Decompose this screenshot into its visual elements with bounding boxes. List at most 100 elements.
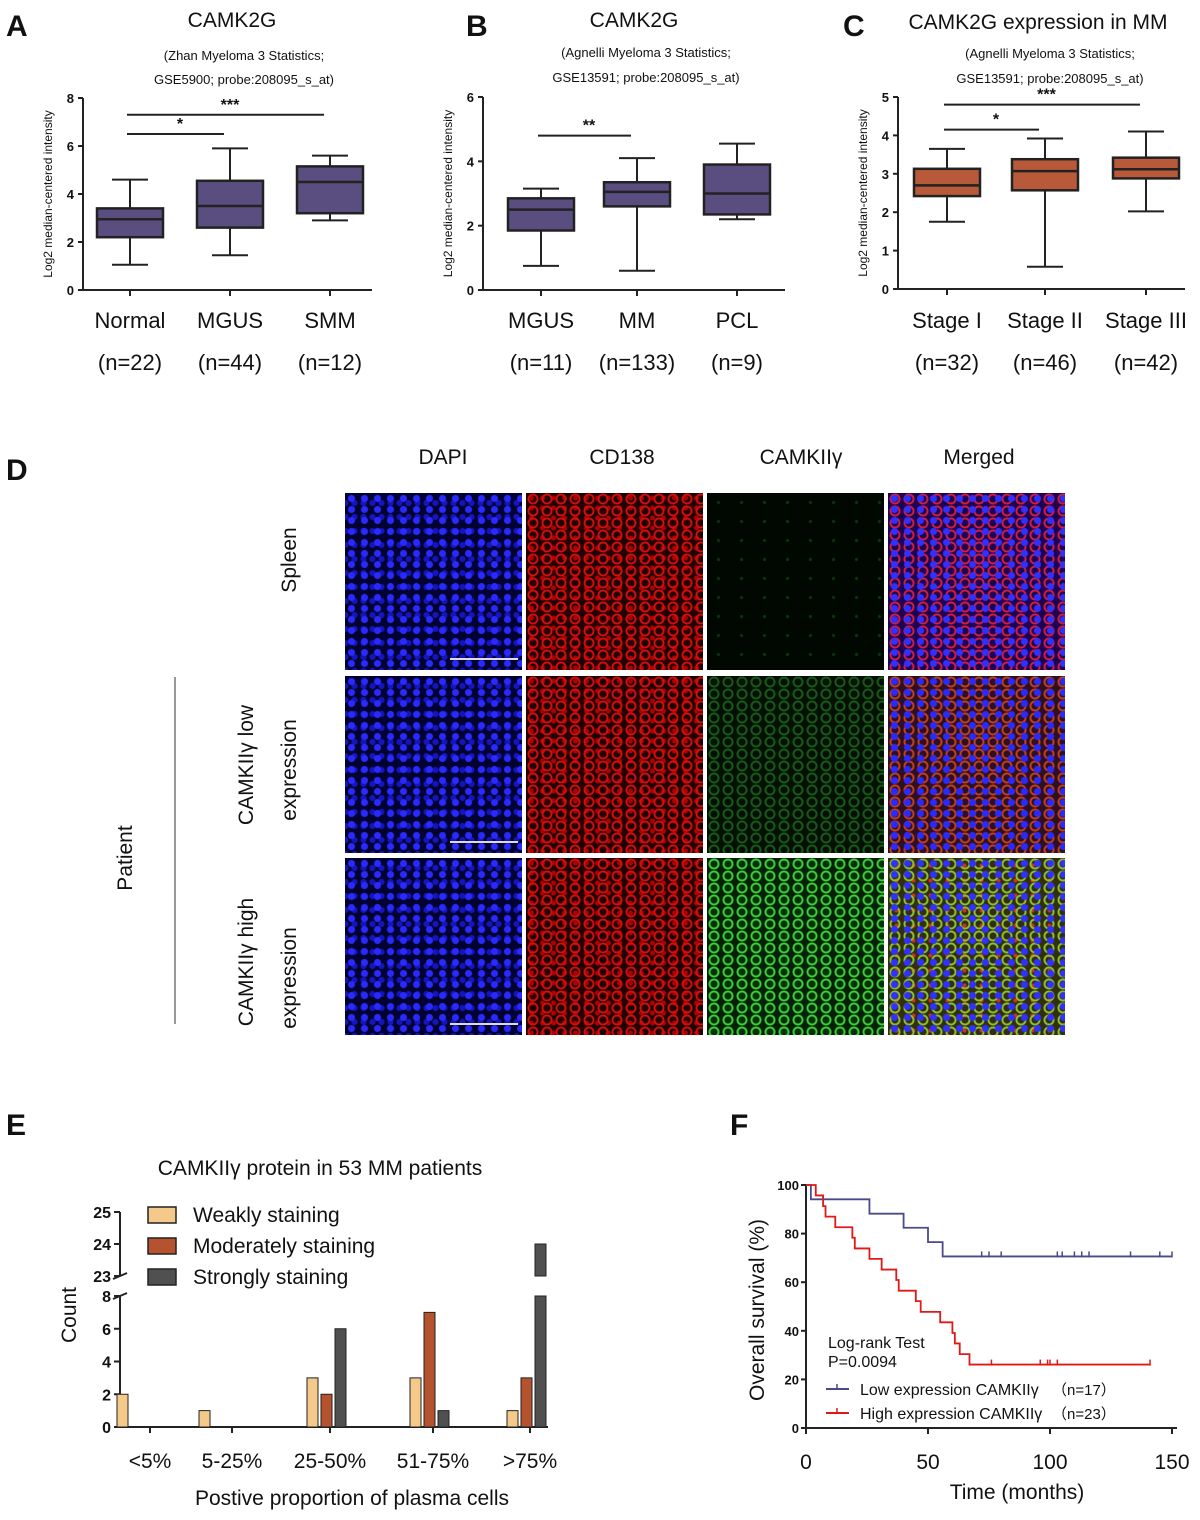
bar-0-0	[116, 1393, 129, 1428]
logrank-annotation: Log-rank Test	[828, 1335, 925, 1352]
logrank-annotation: P=0.0094	[828, 1354, 897, 1371]
legend-swatch	[147, 1268, 177, 1286]
bar-2-4-upper	[534, 1243, 547, 1277]
n-label: (n=32)	[915, 350, 979, 375]
y-tick-label: 25	[93, 1205, 111, 1222]
category-label: MGUS	[508, 308, 574, 333]
chart-title: CAMK2G expression in MM	[908, 11, 1167, 34]
y-tick-label: 0	[102, 1420, 111, 1437]
chart-title: CAMKIIγ protein in 53 MM patients	[158, 1157, 482, 1180]
significance-label: ***	[221, 97, 240, 114]
legend-n: （n=23）	[1052, 1406, 1116, 1423]
legend-swatch	[147, 1237, 177, 1255]
y-tick-label: 5	[882, 90, 889, 105]
n-label: (n=133)	[599, 350, 675, 375]
category-label: Stage I	[912, 308, 982, 333]
row-label-spleen: Spleen	[278, 527, 301, 592]
column-header-camkii: CAMKIIγ	[760, 446, 843, 469]
legend-label: Strongly staining	[193, 1266, 348, 1289]
survival-curve-low	[806, 1184, 1172, 1258]
micrograph-low-camkii	[707, 676, 884, 853]
category-label: Stage II	[1007, 308, 1083, 333]
category-label: PCL	[716, 308, 759, 333]
significance-label: *	[993, 112, 1000, 129]
micrograph-spleen-dapi	[345, 493, 522, 670]
y-tick-label: 4	[67, 187, 75, 202]
significance-label: ***	[1037, 87, 1056, 104]
chart-subtitle: GSE13591; probe:208095_s_at)	[552, 70, 739, 85]
bar-1-2	[320, 1393, 333, 1428]
x-axis-label: Time (months)	[950, 1481, 1085, 1504]
chart-subtitle: GSE13591; probe:208095_s_at)	[956, 71, 1143, 86]
panel-letter-c: C	[843, 10, 865, 43]
x-tick-label: 25-50%	[294, 1450, 366, 1473]
chart-subtitle: GSE5900; probe:208095_s_at)	[154, 72, 334, 87]
y-tick-label: 23	[93, 1269, 111, 1286]
y-axis-label: Log2 median-centered intensity	[41, 110, 55, 277]
legend-label: High expression CAMKIIγ	[860, 1406, 1042, 1423]
box-smm	[295, 165, 365, 215]
group-label-patient: Patient	[114, 825, 137, 891]
panel-letter-e: E	[6, 1109, 26, 1142]
chart-subtitle: (Agnelli Myeloma 3 Statistics;	[561, 45, 731, 60]
bar-0-1	[198, 1410, 211, 1428]
bar-0-3	[409, 1377, 422, 1428]
micrograph-high-cd138	[526, 858, 703, 1035]
box-mm	[602, 180, 672, 208]
y-tick-label: 100	[777, 1178, 799, 1193]
y-tick-label: 2	[882, 205, 889, 220]
chart-title: CAMK2G	[590, 9, 679, 32]
x-tick-label: 5-25%	[202, 1450, 263, 1473]
survival-curve-high	[806, 1184, 1151, 1366]
y-tick-label: 6	[467, 90, 474, 105]
row-label-high-1: CAMKIIγ high	[235, 898, 258, 1026]
y-axis-label: Log2 median-centered intensity	[856, 109, 870, 276]
y-axis-label: Count	[58, 1287, 81, 1343]
x-tick-label: >75%	[503, 1450, 557, 1473]
box-stage-ii	[1010, 157, 1080, 192]
panel-letter-f: F	[730, 1109, 748, 1142]
y-tick-label: 4	[467, 154, 475, 169]
panel-letter-a: A	[6, 10, 28, 43]
panel-letter-d: D	[6, 454, 28, 487]
n-label: (n=42)	[1114, 350, 1178, 375]
n-label: (n=12)	[298, 350, 362, 375]
box-mgus	[195, 179, 265, 229]
box-pcl	[702, 163, 772, 216]
column-header-cd138: CD138	[589, 446, 654, 469]
scale-bar	[450, 841, 518, 843]
chart-title: CAMK2G	[188, 9, 277, 32]
micrograph-spleen-camkii	[707, 493, 884, 670]
micrograph-high-camkii	[707, 858, 884, 1035]
x-tick-label: 150	[1154, 1451, 1189, 1474]
legend-n: （n=17）	[1052, 1382, 1116, 1399]
micrograph-spleen-cd138	[526, 493, 703, 670]
x-tick-label: 100	[1032, 1451, 1067, 1474]
significance-label: *	[177, 116, 184, 133]
scale-bar	[450, 1023, 518, 1025]
scale-bar	[450, 658, 518, 660]
row-label-high-2: expression	[278, 927, 301, 1029]
bar-1-4	[520, 1377, 533, 1428]
y-tick-label: 2	[67, 235, 74, 250]
category-label: MGUS	[197, 308, 263, 333]
y-tick-label: 40	[785, 1324, 799, 1339]
bar-2-3	[437, 1410, 450, 1428]
x-axis-label: Postive proportion of plasma cells	[195, 1487, 509, 1510]
significance-label: **	[583, 118, 596, 135]
n-label: (n=9)	[711, 350, 763, 375]
category-label: Normal	[95, 308, 166, 333]
micrograph-high-dapi	[345, 858, 522, 1035]
micrograph-low-dapi	[345, 676, 522, 853]
micrograph-low-cd138	[526, 676, 703, 853]
bar-1-3	[423, 1311, 436, 1428]
y-tick-label: 3	[882, 167, 889, 182]
chart-subtitle: (Zhan Myeloma 3 Statistics;	[164, 48, 324, 63]
n-label: (n=44)	[198, 350, 262, 375]
chart-subtitle: (Agnelli Myeloma 3 Statistics;	[965, 46, 1135, 61]
y-tick-label: 0	[792, 1421, 799, 1436]
row-label-low-2: expression	[278, 719, 301, 821]
y-tick-label: 4	[882, 128, 890, 143]
n-label: (n=46)	[1013, 350, 1077, 375]
